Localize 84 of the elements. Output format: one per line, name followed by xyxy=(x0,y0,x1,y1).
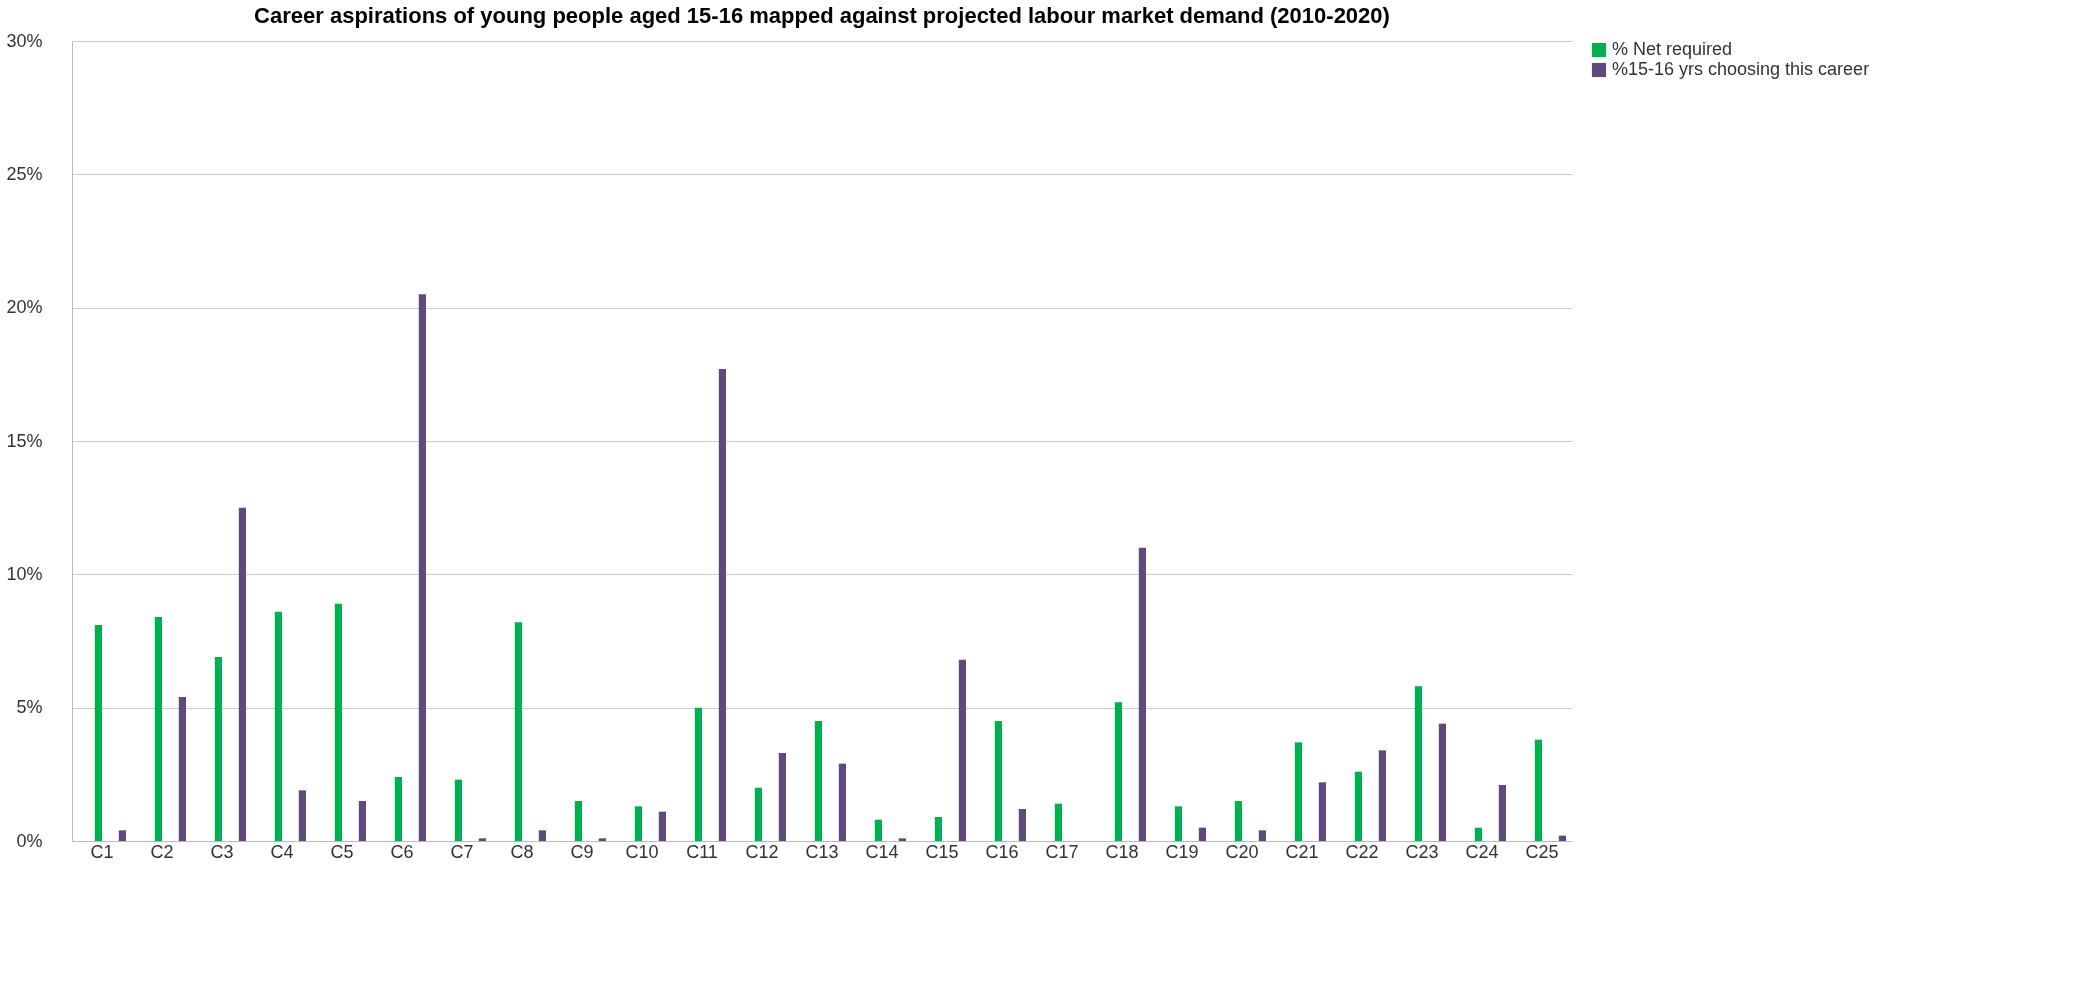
x-tick-label: C22 xyxy=(1345,841,1379,862)
x-tick-label: C15 xyxy=(925,841,959,862)
x-tick-label: C16 xyxy=(985,841,1019,862)
bar xyxy=(418,294,426,841)
bar xyxy=(1354,771,1362,841)
bar xyxy=(1174,806,1182,841)
bar xyxy=(1258,830,1266,841)
y-tick-label: 5% xyxy=(16,697,43,718)
bar xyxy=(1114,702,1122,841)
bar xyxy=(238,507,246,841)
bar xyxy=(994,721,1002,841)
x-tick-label: C8 xyxy=(510,841,534,862)
x-tick-label: C11 xyxy=(686,841,718,862)
bar xyxy=(898,838,906,841)
bar xyxy=(718,369,726,841)
bar xyxy=(838,763,846,841)
y-tick-label: 25% xyxy=(6,163,43,184)
bar xyxy=(1498,785,1506,841)
x-tick-label: C2 xyxy=(150,841,174,862)
bar xyxy=(1558,835,1566,841)
bar xyxy=(394,777,402,841)
x-tick-label: C5 xyxy=(330,841,354,862)
bar xyxy=(538,830,546,841)
x-tick-label: C10 xyxy=(625,841,659,862)
bar xyxy=(874,819,882,841)
bar xyxy=(778,753,786,841)
bar xyxy=(1534,739,1542,841)
bar xyxy=(1378,750,1386,841)
chart-title: Career aspirations of young people aged 15-16 mapped against projected labour market demand (2010-2020) xyxy=(254,3,1390,28)
bar xyxy=(178,697,186,841)
x-tick-label: C24 xyxy=(1465,841,1499,862)
x-tick-label: C14 xyxy=(865,841,899,862)
bar xyxy=(334,603,342,841)
bar xyxy=(814,721,822,841)
bar xyxy=(154,617,162,841)
bar xyxy=(958,659,966,841)
x-tick-label: C4 xyxy=(270,841,294,862)
bar xyxy=(934,817,942,841)
x-tick-label: C12 xyxy=(745,841,779,862)
x-tick-label: C17 xyxy=(1045,841,1079,862)
y-tick-label: 20% xyxy=(6,297,43,318)
bar xyxy=(1438,723,1446,841)
bar xyxy=(1318,782,1326,841)
legend-label: % Net required xyxy=(1612,39,1733,59)
bar xyxy=(1198,827,1206,841)
x-tick-label: C18 xyxy=(1105,841,1139,862)
bar xyxy=(1234,801,1242,841)
x-tick-label: C23 xyxy=(1405,841,1439,862)
legend-label: %15-16 yrs choosing this career xyxy=(1612,59,1870,79)
y-tick-label: 30% xyxy=(6,30,43,51)
x-tick-label: C7 xyxy=(450,841,474,862)
bar xyxy=(454,779,462,841)
x-tick-label: C25 xyxy=(1525,841,1559,862)
bar xyxy=(754,787,762,841)
bar xyxy=(1294,742,1302,841)
bar xyxy=(358,801,366,841)
x-tick-label: C19 xyxy=(1165,841,1199,862)
bar xyxy=(118,830,126,841)
bar xyxy=(1018,809,1026,841)
bar xyxy=(1054,803,1062,841)
x-tick-label: C20 xyxy=(1225,841,1259,862)
bar xyxy=(214,657,222,841)
x-tick-label: C9 xyxy=(570,841,594,862)
y-tick-label: 10% xyxy=(6,563,43,584)
bar xyxy=(298,790,306,841)
bar xyxy=(1138,547,1146,841)
y-tick-label: 0% xyxy=(16,830,43,851)
x-tick-label: C13 xyxy=(805,841,839,862)
y-tick-label: 15% xyxy=(6,430,43,451)
bar xyxy=(478,838,486,841)
bar xyxy=(574,801,582,841)
x-tick-label: C3 xyxy=(210,841,234,862)
x-tick-label: C1 xyxy=(90,841,114,862)
bar xyxy=(1474,827,1482,841)
bar xyxy=(658,811,666,841)
bar xyxy=(1414,686,1422,841)
bar xyxy=(694,707,702,841)
bar xyxy=(514,622,522,841)
bar xyxy=(598,838,606,841)
x-tick-label: C6 xyxy=(390,841,414,862)
bar xyxy=(634,806,642,841)
bar xyxy=(274,611,282,841)
bar xyxy=(94,625,102,841)
x-tick-label: C21 xyxy=(1285,841,1319,862)
